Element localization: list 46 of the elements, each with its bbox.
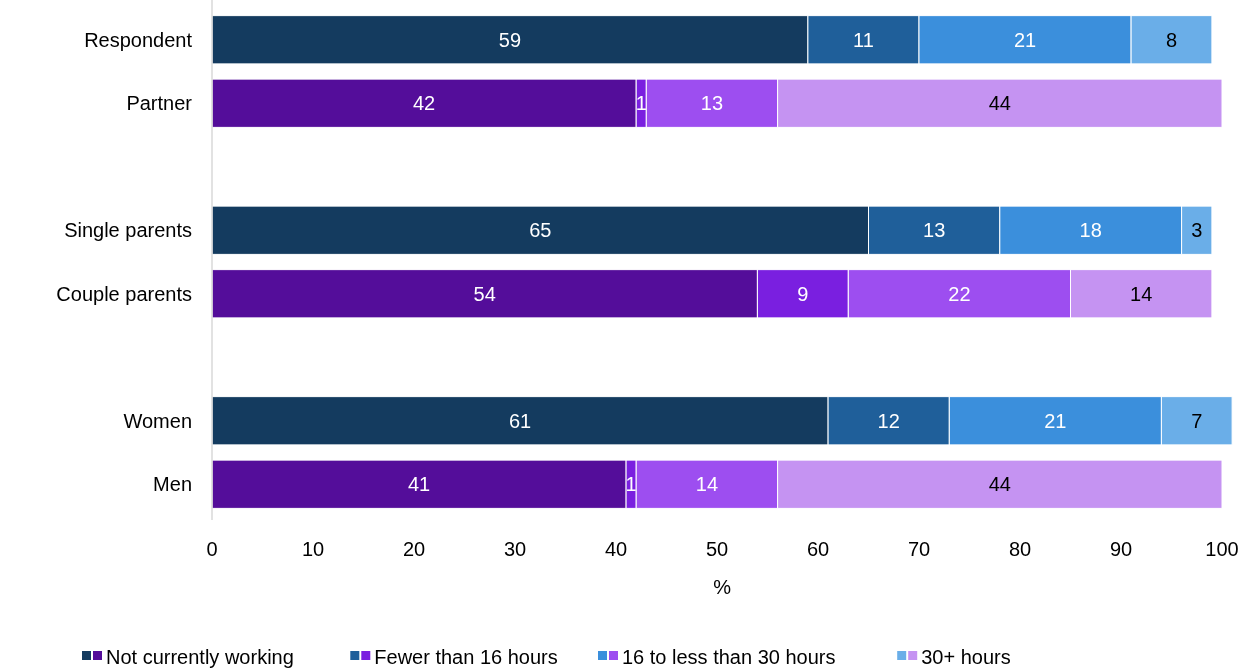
data-label: 8 bbox=[1165, 28, 1178, 51]
x-tick-label: 0 bbox=[206, 538, 218, 560]
data-label: 44 bbox=[988, 92, 1011, 115]
data-label: 14 bbox=[1130, 282, 1153, 305]
data-label: 22 bbox=[948, 282, 971, 305]
data-label: 14 bbox=[695, 473, 719, 496]
data-label: 12 bbox=[877, 409, 900, 432]
x-tick-label: 60 bbox=[806, 538, 830, 560]
legend-label: Not currently working bbox=[106, 646, 294, 668]
data-label: 42 bbox=[412, 92, 436, 115]
x-tick-label: 90 bbox=[1109, 538, 1133, 560]
data-label: 13 bbox=[923, 219, 946, 242]
x-tick-label: 10 bbox=[301, 538, 325, 560]
x-tick-label: 80 bbox=[1008, 538, 1032, 560]
legend-label: 30+ hours bbox=[921, 646, 1011, 668]
data-label: 61 bbox=[508, 409, 532, 432]
data-label: 59 bbox=[498, 28, 522, 51]
data-label: 11 bbox=[853, 28, 874, 51]
y-tick-label: Men bbox=[153, 473, 192, 496]
data-label: 21 bbox=[1044, 409, 1067, 432]
data-label: 44 bbox=[988, 473, 1011, 496]
data-label: 13 bbox=[700, 92, 724, 115]
x-tick-label: 50 bbox=[705, 538, 729, 560]
data-label: 21 bbox=[1013, 28, 1037, 51]
data-label: 9 bbox=[797, 282, 809, 305]
y-tick-label: Respondent bbox=[84, 28, 193, 51]
y-tick-label: Couple parents bbox=[56, 282, 192, 305]
y-tick-label: Women bbox=[123, 409, 192, 432]
data-label: 18 bbox=[1079, 219, 1102, 242]
y-tick-label: Single parents bbox=[64, 219, 192, 242]
data-label: 54 bbox=[473, 282, 496, 305]
x-tick-label: 20 bbox=[402, 538, 426, 560]
x-axis-title: % bbox=[713, 576, 732, 598]
data-label: 65 bbox=[529, 219, 552, 242]
legend-label: Fewer than 16 hours bbox=[374, 646, 558, 668]
x-tick-label: 40 bbox=[604, 538, 628, 560]
data-label: 7 bbox=[1191, 409, 1203, 432]
x-tick-label: 30 bbox=[503, 538, 527, 560]
data-label: 41 bbox=[407, 473, 431, 496]
y-tick-label: Partner bbox=[126, 92, 193, 115]
x-tick-label: 100 bbox=[1205, 538, 1239, 560]
data-label: 3 bbox=[1191, 219, 1203, 242]
data-label: 1 bbox=[635, 92, 647, 115]
data-label: 1 bbox=[625, 473, 637, 496]
legend-label: 16 to less than 30 hours bbox=[622, 646, 836, 668]
x-tick-label: 70 bbox=[907, 538, 931, 560]
